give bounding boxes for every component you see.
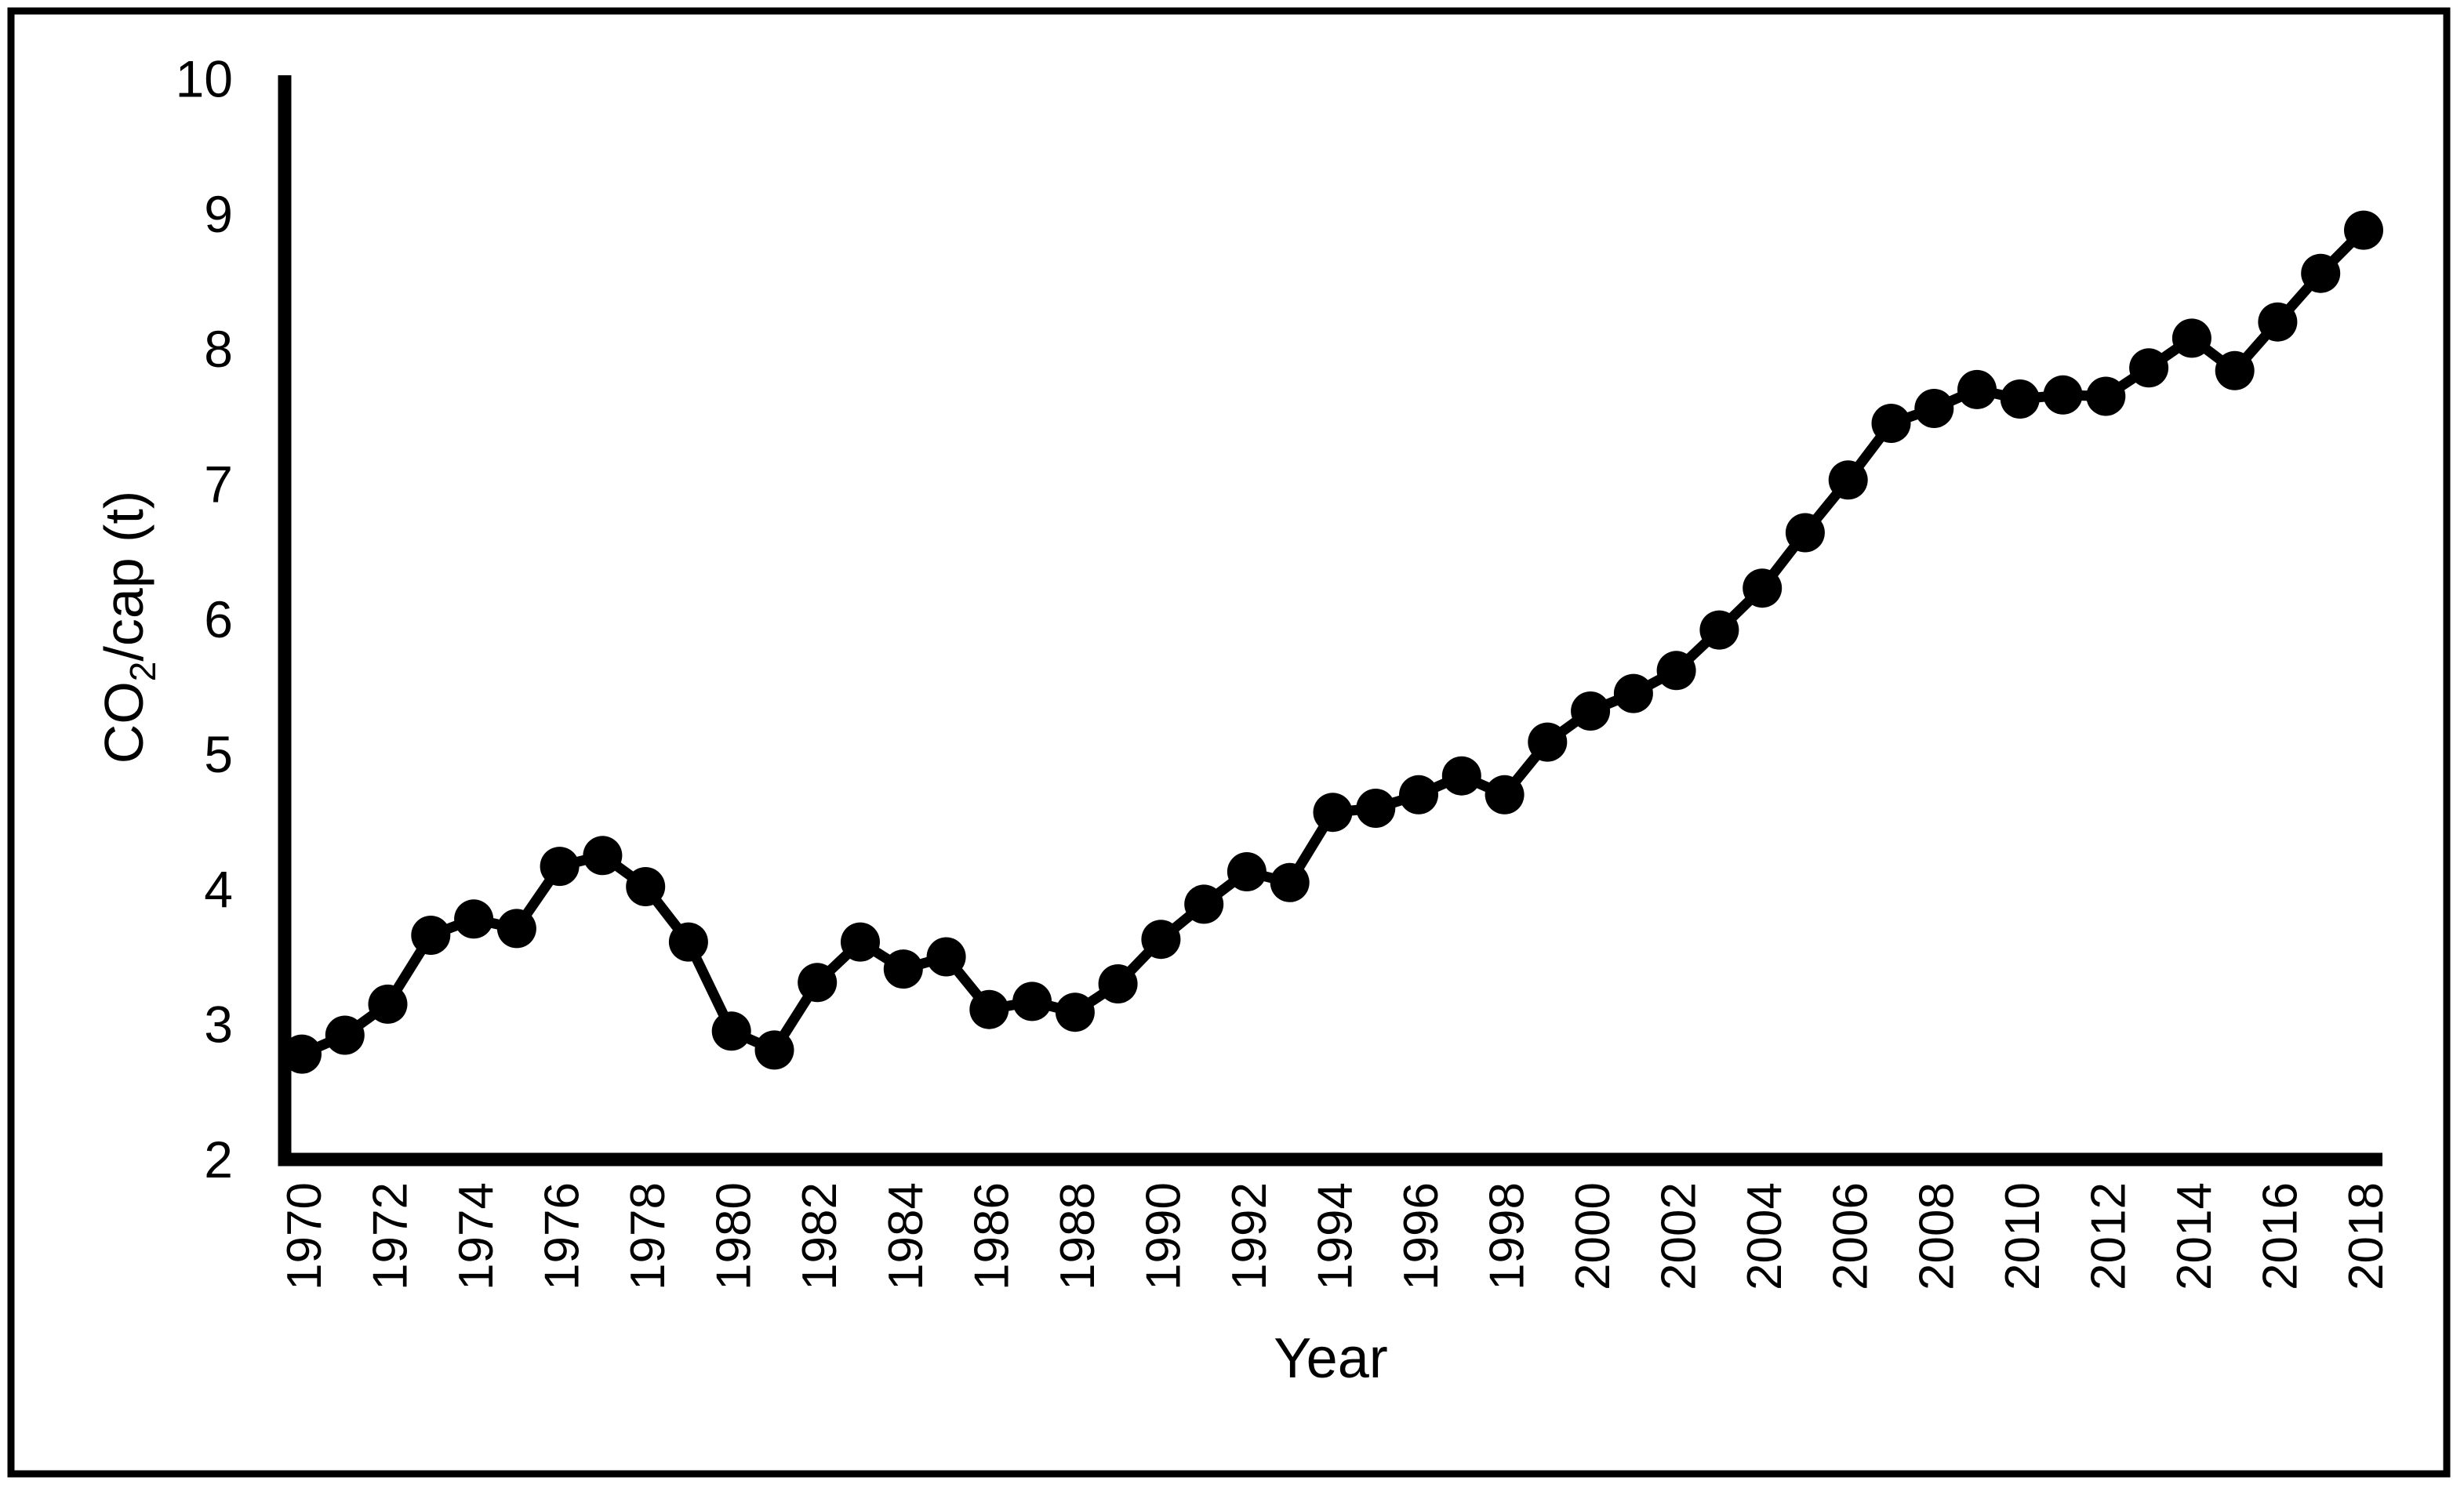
data-point — [1012, 982, 1052, 1021]
data-point — [2344, 210, 2383, 250]
x-tick-label: 1974 — [449, 1182, 503, 1290]
y-tick-label: 3 — [204, 996, 233, 1054]
x-tick-label: 1992 — [1223, 1182, 1277, 1290]
x-tick-label: 1998 — [1481, 1182, 1535, 1290]
x-tick-label: 2008 — [1910, 1182, 1964, 1290]
data-point — [1571, 691, 1611, 731]
x-tick-label: 1972 — [364, 1182, 418, 1290]
data-point — [583, 836, 623, 876]
x-tick-label: 1996 — [1394, 1182, 1448, 1290]
x-tick-label: 2004 — [1738, 1182, 1792, 1290]
data-point — [1914, 389, 1954, 428]
x-tick-label: 2014 — [2168, 1182, 2222, 1290]
data-line — [296, 225, 2369, 1060]
data-point — [2301, 253, 2341, 293]
x-tick-label: 2012 — [2081, 1182, 2135, 1290]
y-tick-label: 2 — [204, 1130, 233, 1188]
data-point — [2215, 350, 2255, 390]
x-tick-label: 1994 — [1308, 1182, 1362, 1290]
x-tick-label: 1982 — [793, 1182, 847, 1290]
data-point — [1055, 992, 1095, 1032]
data-point — [798, 963, 838, 1003]
data-point — [1313, 793, 1353, 833]
figure-border — [7, 7, 2451, 1478]
x-tick-label: 1988 — [1051, 1182, 1105, 1290]
data-point — [754, 1030, 794, 1070]
x-tick-label: 1976 — [536, 1182, 590, 1290]
data-point — [282, 1034, 322, 1074]
data-point — [2043, 375, 2083, 415]
y-tick-label: 4 — [204, 860, 233, 918]
data-point — [1613, 673, 1653, 713]
data-point — [1871, 404, 1911, 443]
x-tick-label: 1984 — [879, 1182, 933, 1290]
data-point — [841, 922, 880, 962]
y-tick-label: 9 — [204, 185, 233, 243]
data-point — [2171, 318, 2211, 358]
x-tick-label: 1986 — [965, 1182, 1019, 1290]
data-point — [883, 949, 923, 989]
data-point — [1743, 568, 1783, 608]
y-tick-label: 5 — [204, 725, 233, 783]
data-point — [1141, 920, 1181, 960]
data-point — [2086, 376, 2126, 416]
data-point — [325, 1015, 365, 1055]
data-point — [368, 984, 408, 1024]
x-tick-label: 1970 — [278, 1182, 332, 1290]
x-tick-label: 2006 — [1824, 1182, 1878, 1290]
data-point — [1098, 964, 1138, 1003]
data-point — [1399, 775, 1438, 815]
data-series — [282, 210, 2383, 1074]
x-axis-tick-labels: 1970 1972 1974 1976 1978 1980 1982 1984 1986 1988… — [278, 1182, 2393, 1290]
x-tick-label: 2018 — [2339, 1182, 2393, 1290]
data-point — [626, 867, 666, 906]
x-axis-title: Year — [1274, 1327, 1387, 1390]
data-point — [926, 937, 966, 977]
y-tick-label: 10 — [176, 50, 233, 108]
data-point — [1656, 651, 1696, 691]
x-tick-label: 2002 — [1652, 1182, 1706, 1290]
x-tick-label: 1980 — [707, 1182, 761, 1290]
data-point — [1270, 862, 1310, 902]
data-point — [2258, 302, 2298, 342]
data-point — [668, 922, 708, 962]
y-axis-tick-labels: 2 3 4 5 6 7 8 9 10 — [176, 50, 233, 1188]
x-tick-label: 1990 — [1136, 1182, 1190, 1290]
data-point — [1957, 369, 1997, 409]
data-point — [969, 989, 1009, 1029]
data-point — [711, 1011, 751, 1051]
data-point — [1485, 775, 1525, 815]
data-point — [411, 916, 451, 955]
y-tick-label: 7 — [204, 455, 233, 513]
data-point — [1699, 610, 1739, 650]
x-tick-label: 1978 — [621, 1182, 675, 1290]
data-point — [1441, 756, 1481, 796]
data-point — [1184, 884, 1224, 924]
x-tick-label: 2016 — [2253, 1182, 2307, 1290]
data-point — [2129, 348, 2169, 388]
data-point — [1227, 852, 1267, 891]
x-tick-label: 2010 — [1996, 1182, 2050, 1290]
x-tick-label: 2000 — [1566, 1182, 1620, 1290]
y-tick-label: 8 — [204, 320, 233, 378]
data-point — [454, 899, 494, 939]
data-point — [1785, 513, 1825, 553]
y-axis-title: CO2/cap (t) — [93, 491, 163, 764]
data-point — [1528, 722, 1568, 762]
y-tick-label: 6 — [204, 590, 233, 648]
data-point — [2000, 379, 2040, 419]
data-point — [1828, 460, 1868, 500]
data-point — [1356, 789, 1396, 828]
data-point — [540, 847, 580, 887]
data-point — [496, 909, 536, 949]
